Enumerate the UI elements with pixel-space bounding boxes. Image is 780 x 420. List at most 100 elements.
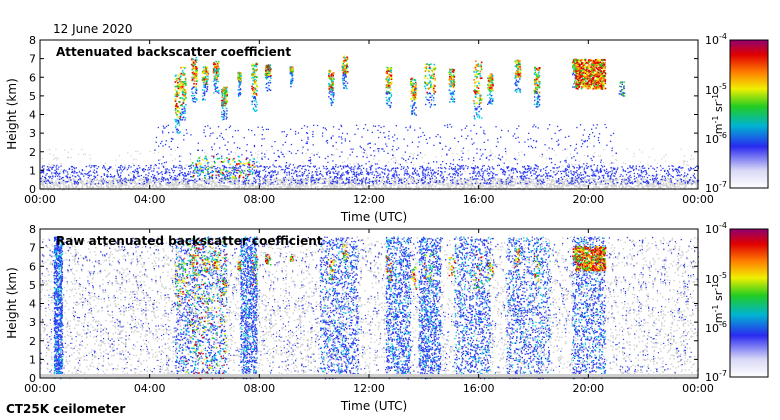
backscatter-cell [329, 181, 331, 183]
backscatter-cell [383, 172, 386, 174]
backscatter-cell [301, 178, 303, 180]
backscatter-cell [537, 174, 540, 177]
backscatter-cell [658, 186, 661, 189]
backscatter-cell [371, 180, 374, 182]
backscatter-cell [116, 170, 118, 172]
backscatter-cell [94, 176, 97, 178]
backscatter-cell [429, 185, 432, 187]
backscatter-cell [549, 183, 551, 186]
backscatter-cell [238, 186, 240, 189]
backscatter-cell [301, 184, 303, 187]
backscatter-cell [147, 175, 149, 177]
backscatter-cell [264, 177, 266, 179]
backscatter-cell [591, 159, 593, 162]
backscatter-cell [121, 183, 124, 185]
backscatter-cell [326, 187, 328, 189]
backscatter-cell [503, 181, 506, 183]
backscatter-cell [415, 186, 417, 188]
backscatter-cell [280, 186, 282, 188]
backscatter-cell [460, 181, 463, 183]
backscatter-cell [528, 169, 530, 171]
backscatter-cell [449, 186, 451, 189]
backscatter-cell [153, 176, 155, 178]
backscatter-cell [159, 186, 161, 188]
backscatter-cell [451, 182, 453, 184]
backscatter-cell [490, 187, 492, 190]
backscatter-cell [116, 179, 118, 181]
backscatter-cell [686, 161, 688, 163]
backscatter-cell [630, 186, 633, 188]
backscatter-cell [690, 181, 692, 183]
backscatter-cell [373, 184, 375, 186]
backscatter-cell [456, 178, 458, 181]
backscatter-cell [505, 178, 508, 181]
backscatter-cell [496, 186, 498, 189]
backscatter-cell [100, 180, 102, 182]
backscatter-cell [161, 178, 163, 180]
backscatter-cell [527, 165, 529, 167]
backscatter-cell [352, 179, 354, 181]
backscatter-cell [319, 182, 321, 184]
backscatter-cell [450, 184, 453, 186]
backscatter-cell [692, 180, 694, 182]
backscatter-cell [228, 181, 230, 184]
backscatter-cell [362, 184, 365, 186]
backscatter-cell [119, 179, 121, 181]
backscatter-cell [275, 187, 277, 189]
backscatter-cell [89, 163, 91, 165]
backscatter-cell [335, 172, 337, 175]
backscatter-cell [166, 182, 168, 184]
backscatter-cell [119, 178, 121, 181]
backscatter-cell [196, 169, 198, 171]
backscatter-cell [132, 171, 134, 173]
backscatter-cell [530, 138, 532, 140]
backscatter-cell [92, 171, 95, 173]
backscatter-cell [143, 168, 145, 170]
backscatter-cell [627, 167, 629, 170]
backscatter-cell [449, 176, 452, 178]
backscatter-cell [460, 178, 462, 180]
backscatter-cell [356, 179, 358, 181]
backscatter-cell [548, 178, 551, 180]
backscatter-cell [196, 172, 198, 174]
backscatter-cell [541, 186, 543, 188]
backscatter-cell [280, 181, 282, 184]
backscatter-cell [655, 182, 657, 184]
backscatter-cell [603, 177, 605, 179]
backscatter-cell [217, 170, 220, 172]
backscatter-cell [284, 178, 287, 181]
backscatter-cell [476, 186, 479, 188]
backscatter-cell [133, 164, 135, 167]
backscatter-cell [509, 177, 511, 180]
backscatter-cell [334, 182, 336, 184]
backscatter-cell [478, 169, 480, 171]
backscatter-cell [72, 171, 74, 173]
backscatter-cell [409, 178, 412, 180]
backscatter-cell [655, 175, 657, 177]
backscatter-cell [236, 149, 238, 151]
backscatter-cell [351, 181, 353, 184]
backscatter-cell [518, 187, 520, 189]
backscatter-cell [101, 180, 103, 182]
backscatter-cell [49, 176, 52, 178]
backscatter-cell [400, 168, 402, 170]
backscatter-cell [625, 182, 627, 184]
backscatter-cell [358, 184, 360, 186]
backscatter-cell [474, 178, 476, 180]
backscatter-cell [664, 169, 666, 172]
backscatter-cell [160, 184, 162, 186]
backscatter-cell [137, 186, 139, 188]
backscatter-cell [146, 183, 149, 185]
backscatter-cell [657, 182, 659, 185]
backscatter-cell [84, 153, 86, 155]
backscatter-cell [344, 183, 346, 185]
backscatter-cell [269, 187, 272, 189]
backscatter-cell [355, 171, 358, 173]
backscatter-cell [416, 182, 419, 184]
backscatter-cell [549, 175, 551, 177]
backscatter-cell [215, 184, 217, 186]
backscatter-cell [126, 168, 129, 171]
backscatter-cell [384, 165, 386, 167]
backscatter-cell [90, 183, 92, 185]
backscatter-cell [350, 167, 352, 169]
